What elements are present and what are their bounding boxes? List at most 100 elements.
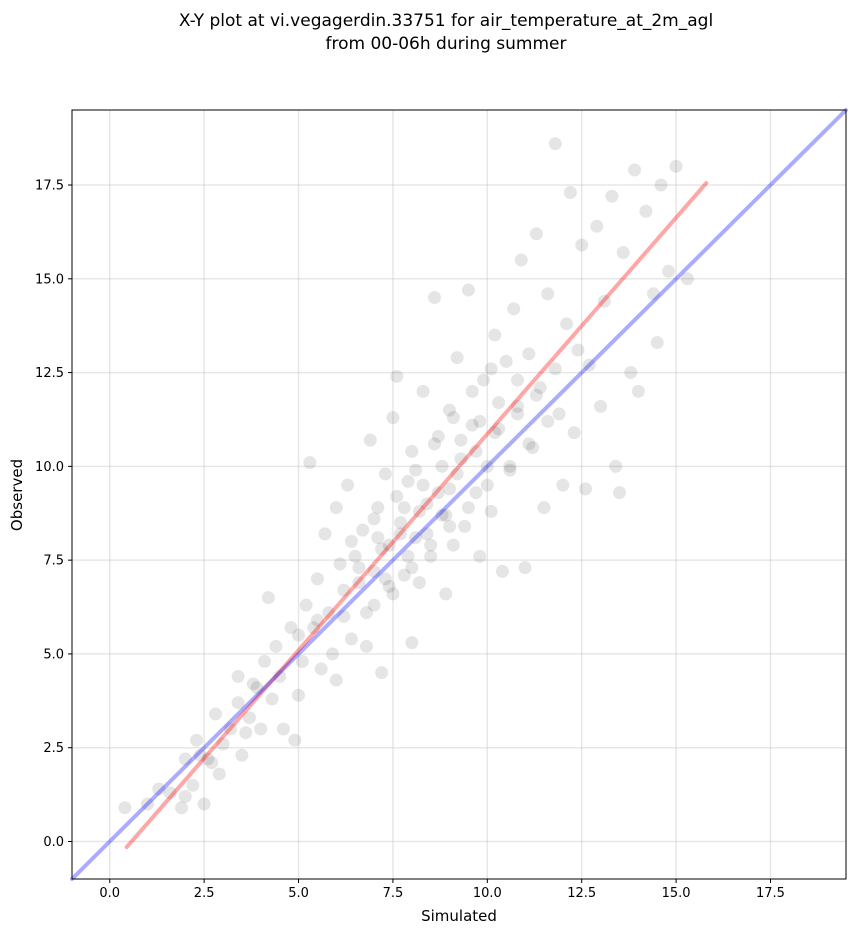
y-tick-label: 5.0 [43,647,64,662]
scatter-point [409,463,423,477]
scatter-point [431,486,445,500]
scatter-point [348,549,362,563]
scatter-point [503,463,517,477]
x-axis-ticks: 0.0 2.5 5.0 7.5 10.0 12.5 15.0 17.5 [99,879,785,901]
scatter-point [435,459,449,473]
scatter-points [118,137,694,815]
scatter-point [548,137,562,151]
scatter-point [359,606,373,620]
scatter-point [265,692,279,706]
scatter-point [646,287,660,301]
scatter-point [427,437,441,451]
scatter-point [431,429,445,443]
scatter-point [443,403,457,417]
plot-area [70,108,848,881]
scatter-point [197,797,211,811]
scatter-point [261,591,275,605]
scatter-point [650,336,664,350]
scatter-point [310,613,324,627]
scatter-point [190,733,204,747]
scatter-point [461,501,475,515]
scatter-point [231,696,245,710]
scatter-point [352,576,366,590]
scatter-point [446,411,460,425]
scatter-point [454,452,468,466]
scatter-point [511,399,525,413]
scatter-point [273,669,287,683]
scatter-point [488,328,502,342]
scatter-point [484,362,498,376]
scatter-point [443,482,457,496]
scatter-point [548,362,562,376]
identity-line-blue [70,108,848,881]
scatter-point [239,726,253,740]
scatter-point [326,647,340,661]
scatter-point [310,572,324,586]
scatter-point [152,782,166,796]
scatter-point [186,778,200,792]
scatter-point [499,354,513,368]
scatter-point [295,654,309,668]
scatter-point [367,564,381,578]
scatter-point [292,628,306,642]
scatter-point [503,459,517,473]
scatter-point [488,426,502,440]
scatter-point [484,504,498,518]
scatter-point [382,538,396,552]
scatter-point [337,609,351,623]
scatter-point [178,789,192,803]
scatter-point [492,422,506,436]
x-tick-label: 5.0 [288,886,309,901]
scatter-point [409,531,423,545]
scatter-point [511,407,525,421]
scatter-point [250,681,264,695]
x-tick-label: 10.0 [473,886,502,901]
scatter-point [461,283,475,297]
y-tick-label: 15.0 [35,272,64,287]
x-tick-label: 17.5 [756,886,785,901]
scatter-point [178,752,192,766]
scatter-point [416,478,430,492]
scatter-point [458,519,472,533]
scatter-point [269,639,283,653]
scatter-point [439,508,453,522]
scatter-point [205,756,219,770]
scatter-point [529,388,543,402]
scatter-point [216,737,230,751]
scatter-point [375,542,389,556]
scatter-point [397,568,411,582]
scatter-point [582,358,596,372]
y-tick-label: 7.5 [43,554,64,569]
scatter-point [465,418,479,432]
scatter-point [371,531,385,545]
x-tick-label: 7.5 [383,886,404,901]
scatter-point [541,287,555,301]
scatter-point [231,669,245,683]
scatter-point [367,512,381,526]
scatter-point [424,549,438,563]
scatter-point [571,343,585,357]
scatter-point [329,501,343,515]
scatter-point [590,219,604,233]
scatter-point [322,606,336,620]
scatter-point [341,478,355,492]
scatter-point [390,489,404,503]
scatter-point [575,238,589,252]
scatter-point [397,501,411,515]
scatter-point [556,478,570,492]
scatter-point [605,189,619,203]
scatter-point [533,381,547,395]
x-tick-label: 0.0 [99,886,120,901]
y-tick-label: 0.0 [43,835,64,850]
scatter-point [356,523,370,537]
scatter-point [224,722,238,736]
grid-lines [72,110,846,879]
scatter-point [563,186,577,200]
scatter-point [654,178,668,192]
scatter-point [424,538,438,552]
scatter-point [669,159,683,173]
scatter-point [597,294,611,308]
scatter-point [450,351,464,365]
scatter-point [201,752,215,766]
